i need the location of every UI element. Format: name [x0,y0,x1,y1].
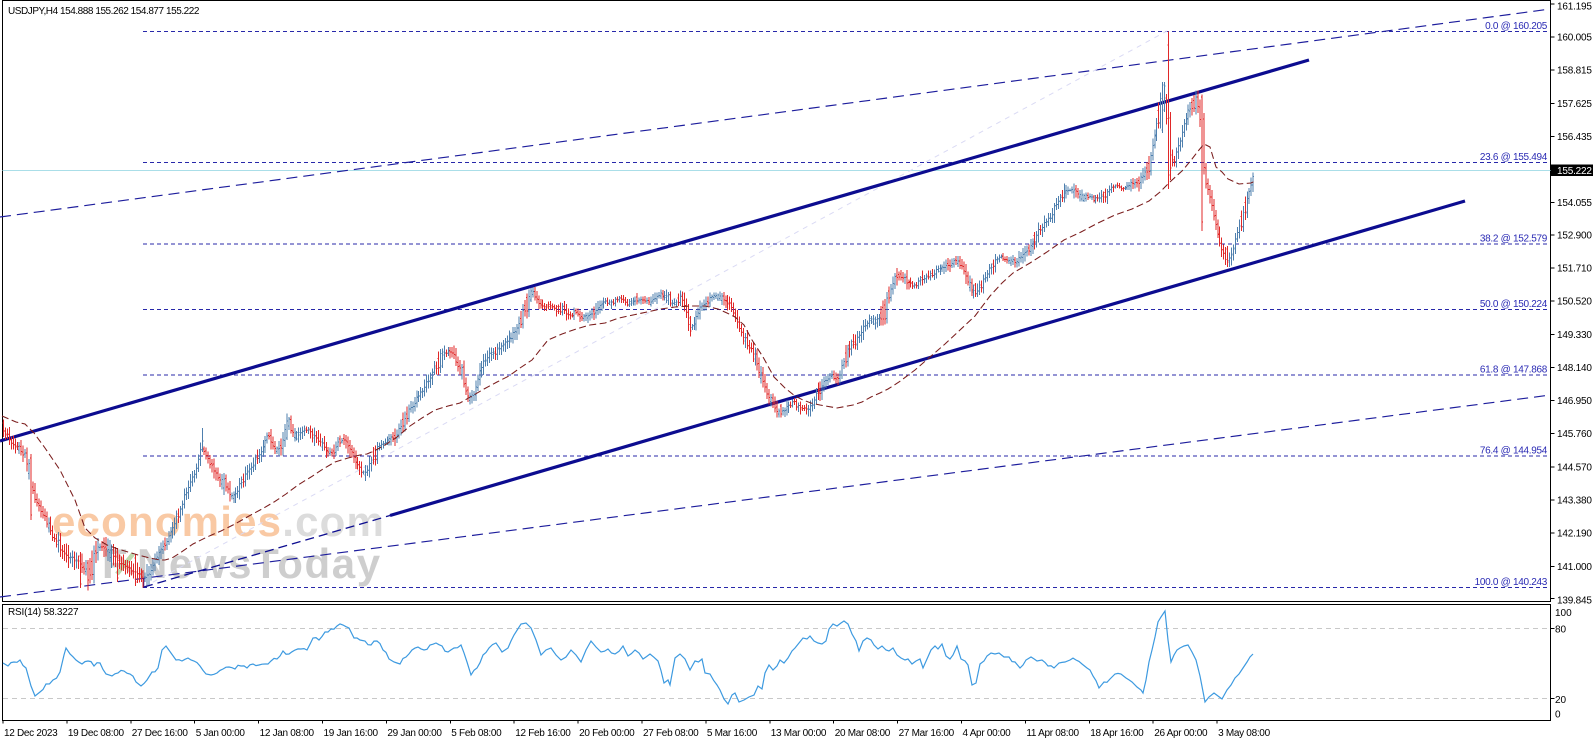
svg-text:RSI(14) 58.3227: RSI(14) 58.3227 [8,607,79,618]
svg-text:146.950: 146.950 [1557,396,1592,407]
svg-text:156.435: 156.435 [1557,132,1592,143]
svg-text:144.570: 144.570 [1557,462,1592,473]
svg-text:19 Dec 08:00: 19 Dec 08:00 [68,728,125,739]
svg-text:76.4 @ 144.954: 76.4 @ 144.954 [1480,446,1548,457]
svg-text:USDJPY,H4 154.888 155.262 154: USDJPY,H4 154.888 155.262 154.877 155.22… [8,6,200,17]
svg-text:50.0 @ 150.224: 50.0 @ 150.224 [1480,299,1548,310]
svg-text:61.8 @ 147.868: 61.8 @ 147.868 [1480,365,1548,376]
svg-text:27 Mar 16:00: 27 Mar 16:00 [899,728,955,739]
svg-text:145.760: 145.760 [1557,429,1592,440]
svg-text:12 Dec 2023: 12 Dec 2023 [4,728,58,739]
svg-text:100.0 @ 140.243: 100.0 @ 140.243 [1475,577,1548,588]
svg-text:5 Feb 08:00: 5 Feb 08:00 [451,728,502,739]
svg-text:economies.com: economies.com [52,498,385,545]
svg-text:160.005: 160.005 [1557,33,1592,44]
svg-text:12 Jan 08:00: 12 Jan 08:00 [260,728,315,739]
svg-text:12 Feb 16:00: 12 Feb 16:00 [515,728,571,739]
svg-text:29 Jan 00:00: 29 Jan 00:00 [387,728,442,739]
svg-text:152.900: 152.900 [1557,230,1592,241]
svg-text:139.845: 139.845 [1557,596,1592,607]
svg-text:20 Mar 08:00: 20 Mar 08:00 [835,728,891,739]
svg-text:142.190: 142.190 [1557,529,1592,540]
svg-text:26 Apr 00:00: 26 Apr 00:00 [1154,728,1208,739]
svg-text:3 May 08:00: 3 May 08:00 [1218,728,1270,739]
svg-text:148.140: 148.140 [1557,363,1592,374]
svg-text:18 Apr 16:00: 18 Apr 16:00 [1090,728,1144,739]
svg-text:13 Mar 00:00: 13 Mar 00:00 [771,728,827,739]
svg-text:100: 100 [1555,608,1572,619]
svg-text:143.380: 143.380 [1557,496,1592,507]
svg-text:161.195: 161.195 [1557,2,1592,13]
svg-text:150.520: 150.520 [1557,297,1592,308]
svg-text:149.330: 149.330 [1557,330,1592,341]
svg-text:38.2 @ 152.579: 38.2 @ 152.579 [1480,233,1548,244]
svg-text:27 Dec 16:00: 27 Dec 16:00 [132,728,189,739]
svg-text:23.6 @ 155.494: 23.6 @ 155.494 [1480,152,1548,163]
svg-text:19 Jan 16:00: 19 Jan 16:00 [324,728,379,739]
svg-text:154.055: 154.055 [1557,198,1592,209]
svg-text:141.000: 141.000 [1557,562,1592,573]
svg-text:27 Feb 08:00: 27 Feb 08:00 [643,728,699,739]
svg-text:157.625: 157.625 [1557,99,1592,110]
svg-text:11 Apr 08:00: 11 Apr 08:00 [1026,728,1079,739]
svg-text:20 Feb 00:00: 20 Feb 00:00 [579,728,635,739]
svg-text:158.815: 158.815 [1557,66,1592,77]
svg-text:155.222: 155.222 [1557,166,1592,177]
svg-text:5 Mar 16:00: 5 Mar 16:00 [707,728,758,739]
svg-text:4 Apr 00:00: 4 Apr 00:00 [963,728,1012,739]
svg-text:5 Jan 00:00: 5 Jan 00:00 [196,728,246,739]
svg-text:0.0 @ 160.205: 0.0 @ 160.205 [1485,21,1548,32]
svg-text:20: 20 [1555,695,1567,706]
svg-text:151.710: 151.710 [1557,264,1592,275]
svg-text:80: 80 [1555,625,1567,636]
svg-text:0: 0 [1555,710,1561,721]
